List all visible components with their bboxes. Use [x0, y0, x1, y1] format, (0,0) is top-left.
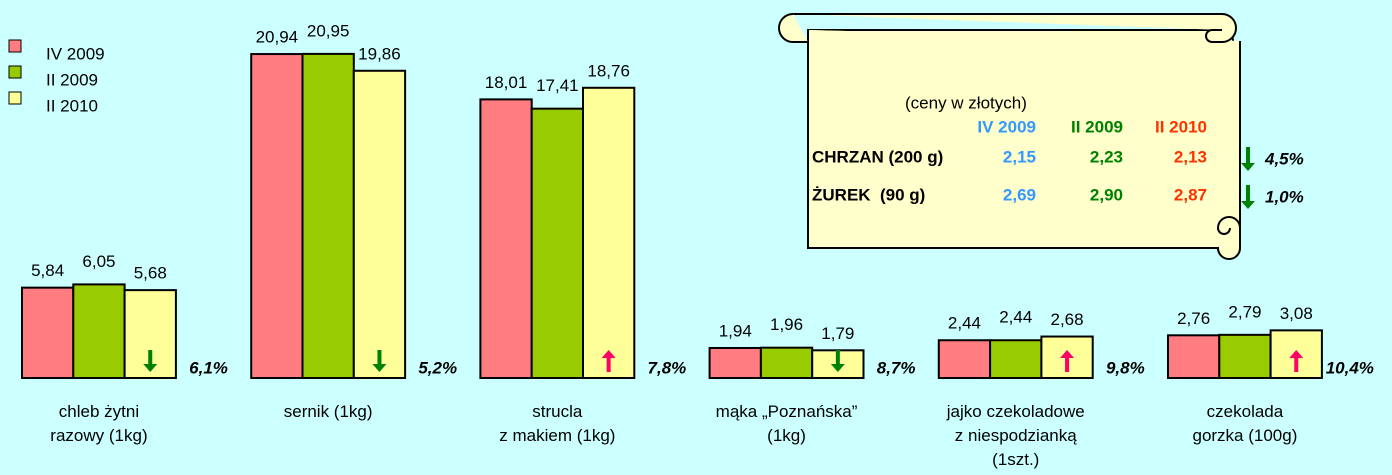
legend-swatch: [9, 40, 21, 52]
bar: [22, 288, 73, 378]
row-name: ŻUREK (90 g): [812, 185, 925, 204]
bar: [73, 284, 124, 378]
value-label: 2,76: [1177, 309, 1210, 328]
bar: [583, 88, 634, 378]
change-label: 9,8%: [1106, 358, 1145, 377]
category-label: strucla z makiem (1kg): [447, 400, 667, 448]
table-value: 2,90: [1090, 185, 1123, 204]
value-label: 20,95: [307, 21, 350, 40]
bar: [1168, 335, 1219, 378]
value-label: 2,68: [1051, 310, 1084, 329]
value-label: 17,41: [536, 76, 579, 95]
table-header: II 2009: [1071, 117, 1123, 136]
arrow: [1241, 185, 1255, 209]
legend-swatch: [9, 66, 21, 78]
change-label: 10,4%: [1326, 358, 1374, 377]
value-label: 19,86: [358, 44, 401, 63]
change-label: 8,7%: [877, 358, 916, 377]
bar: [532, 109, 583, 378]
bar: [354, 71, 405, 378]
change-label: 6,1%: [189, 358, 228, 377]
legend-swatch: [9, 92, 21, 104]
value-label: 2,44: [948, 314, 981, 333]
category-label: mąka „Poznańska” (1kg): [677, 400, 897, 448]
table-note: (ceny w złotych): [905, 93, 1027, 112]
category-label: jajko czekoladowe z niespodzianką (1szt.…: [906, 400, 1126, 472]
table-value: 2,23: [1090, 147, 1123, 166]
row-name: CHRZAN (200 g): [812, 147, 943, 166]
table-header: IV 2009: [977, 117, 1036, 136]
bar: [939, 340, 990, 378]
category-label: sernik (1kg): [218, 400, 438, 424]
legend-label: IV 2009: [46, 44, 105, 63]
value-label: 18,76: [587, 61, 630, 80]
value-label: 3,08: [1280, 304, 1313, 323]
legend-label: II 2009: [46, 70, 98, 89]
value-label: 6,05: [82, 252, 115, 271]
scroll: [779, 14, 1240, 259]
bar: [710, 348, 761, 378]
value-label: 5,84: [31, 261, 64, 280]
value-label: 2,79: [1228, 302, 1261, 321]
bar: [480, 99, 531, 378]
table-change: 1,0%: [1265, 187, 1304, 206]
change-label: 5,2%: [418, 358, 457, 377]
value-label: 1,79: [821, 324, 854, 343]
value-label: 2,44: [999, 308, 1032, 327]
legend-label: II 2010: [46, 96, 98, 115]
table-value: 2,87: [1174, 185, 1207, 204]
table-header: II 2010: [1155, 117, 1207, 136]
value-label: 18,01: [485, 73, 528, 92]
value-label: 5,68: [134, 264, 167, 283]
category-label: chleb żytni razowy (1kg): [0, 400, 209, 448]
change-label: 7,8%: [648, 358, 687, 377]
value-label: 20,94: [256, 28, 299, 47]
table-change: 4,5%: [1264, 149, 1304, 168]
bar: [1219, 335, 1270, 378]
page: IV 2009 II 2009 II 2010 5,84 6,05 5,68 6,1% 20,…: [0, 0, 1392, 475]
bar: [251, 54, 302, 378]
table-value: 2,69: [1003, 185, 1036, 204]
bar: [303, 54, 354, 378]
value-label: 1,94: [719, 321, 752, 340]
table-value: 2,15: [1003, 147, 1036, 166]
value-label: 1,96: [770, 315, 803, 334]
bar: [990, 340, 1041, 378]
category-label: czekolada gorzka (100g): [1135, 400, 1355, 448]
table-value: 2,13: [1174, 147, 1207, 166]
bar: [761, 348, 812, 378]
arrow: [1241, 147, 1255, 171]
